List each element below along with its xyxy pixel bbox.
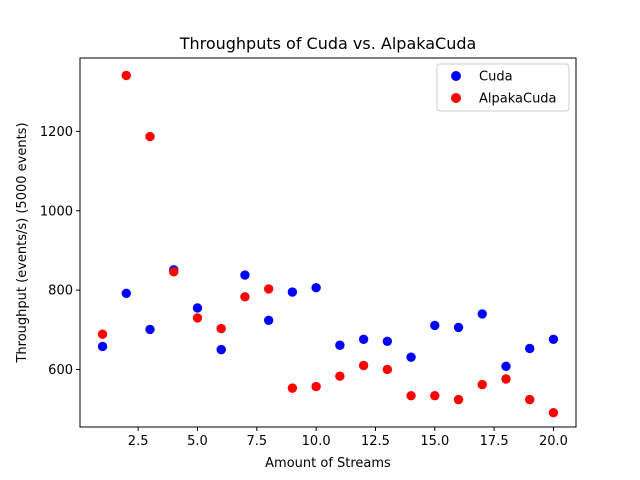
legend-label-alpakacuda: AlpakaCuda bbox=[479, 92, 557, 107]
point-alpakacuda-9 bbox=[287, 383, 298, 393]
point-alpakacuda-6 bbox=[216, 323, 226, 334]
point-cuda-19 bbox=[525, 343, 535, 354]
x-tick-label: 7.5 bbox=[246, 434, 267, 449]
point-alpakacuda-19 bbox=[525, 394, 535, 405]
point-alpakacuda-13 bbox=[382, 364, 393, 375]
x-tick-label: 15.0 bbox=[420, 434, 449, 449]
point-cuda-6 bbox=[216, 344, 226, 355]
point-cuda-2 bbox=[121, 288, 131, 298]
point-alpakacuda-1 bbox=[97, 329, 108, 339]
point-alpakacuda-14 bbox=[406, 390, 416, 401]
point-alpakacuda-2 bbox=[121, 70, 131, 81]
y-tick-label: 1000 bbox=[40, 204, 73, 219]
plot-marks bbox=[97, 70, 559, 418]
point-cuda-7 bbox=[240, 270, 250, 280]
point-alpakacuda-15 bbox=[430, 390, 440, 401]
point-cuda-20 bbox=[548, 334, 559, 345]
legend-marker-cuda bbox=[451, 71, 461, 81]
plot-frame bbox=[79, 57, 577, 428]
point-alpakacuda-8 bbox=[263, 284, 274, 294]
y-tick-label: 800 bbox=[48, 284, 73, 299]
point-alpakacuda-11 bbox=[335, 371, 345, 381]
legend-box bbox=[436, 63, 570, 112]
point-alpakacuda-18 bbox=[501, 374, 511, 384]
chart-title: Throughputs of Cuda vs. AlpakaCuda bbox=[179, 34, 477, 53]
point-cuda-1 bbox=[97, 341, 108, 352]
point-cuda-13 bbox=[382, 336, 393, 346]
point-alpakacuda-3 bbox=[145, 131, 155, 142]
point-alpakacuda-12 bbox=[358, 360, 369, 371]
point-cuda-14 bbox=[406, 352, 416, 362]
legend-marker-alpakacuda bbox=[451, 93, 461, 103]
point-alpakacuda-17 bbox=[477, 379, 487, 390]
point-cuda-9 bbox=[287, 287, 298, 297]
point-alpakacuda-4 bbox=[169, 267, 179, 277]
point-cuda-12 bbox=[358, 334, 369, 345]
y-axis-label: Throughput (events/s) (5000 events) bbox=[15, 122, 30, 363]
point-alpakacuda-20 bbox=[548, 408, 559, 418]
x-tick-label: 10.0 bbox=[302, 434, 331, 449]
x-tick-label: 20.0 bbox=[539, 434, 568, 449]
legend-label-cuda: Cuda bbox=[479, 70, 513, 85]
point-cuda-11 bbox=[335, 340, 345, 350]
point-cuda-3 bbox=[145, 324, 155, 335]
point-cuda-17 bbox=[477, 309, 487, 319]
point-cuda-15 bbox=[430, 320, 440, 331]
x-tick-label: 17.5 bbox=[480, 434, 509, 449]
point-alpakacuda-16 bbox=[453, 394, 464, 405]
y-tick-label: 1200 bbox=[40, 125, 73, 140]
point-cuda-16 bbox=[453, 322, 464, 333]
point-alpakacuda-10 bbox=[311, 381, 321, 392]
x-axis: 2.5 5.0 7.5 10.0 12.5 15.0 17.5 20.0 bbox=[128, 427, 568, 449]
legend: Cuda AlpakaCuda bbox=[436, 63, 570, 112]
x-tick-label: 2.5 bbox=[128, 434, 149, 449]
x-tick-label: 12.5 bbox=[361, 434, 390, 449]
point-cuda-18 bbox=[501, 361, 511, 371]
point-cuda-10 bbox=[311, 283, 321, 293]
x-tick-label: 5.0 bbox=[187, 434, 208, 449]
point-alpakacuda-5 bbox=[192, 313, 203, 323]
point-cuda-8 bbox=[263, 315, 274, 325]
y-axis: 600 800 1000 1200 bbox=[40, 125, 80, 378]
point-alpakacuda-7 bbox=[240, 292, 250, 302]
point-cuda-5 bbox=[192, 303, 203, 313]
x-axis-label: Amount of Streams bbox=[265, 456, 391, 471]
y-tick-label: 600 bbox=[48, 363, 73, 378]
